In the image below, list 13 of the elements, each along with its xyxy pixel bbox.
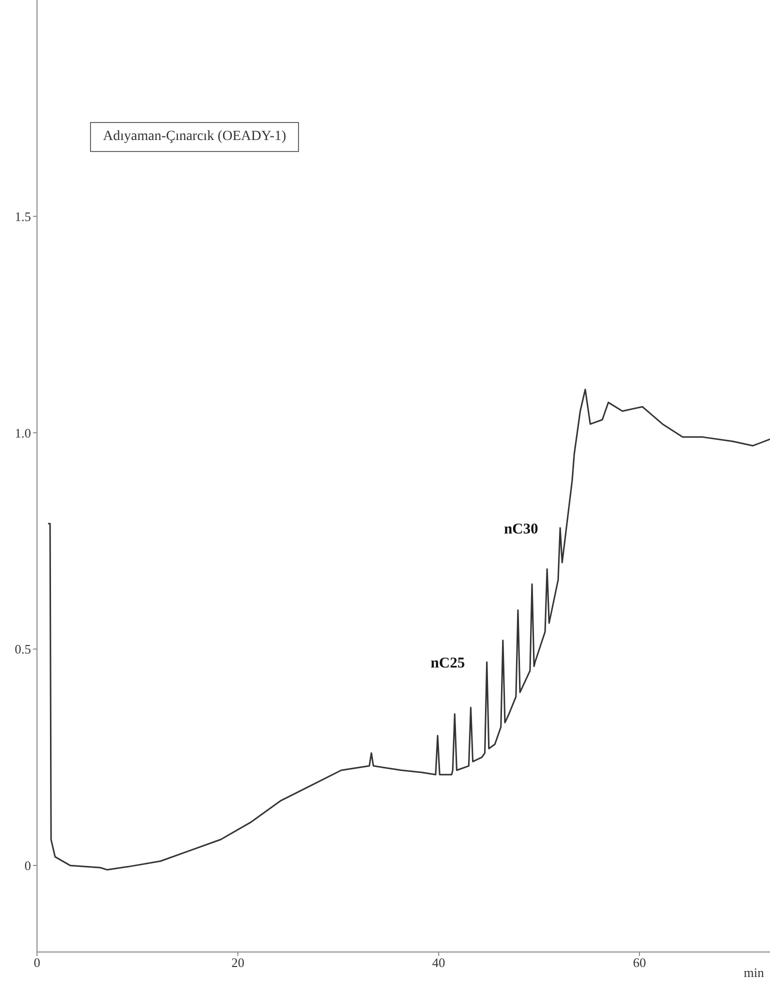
y-tick-label: 1.0 xyxy=(14,425,31,440)
y-tick-label: 1.5 xyxy=(14,208,31,224)
x-tick-label: 20 xyxy=(231,955,244,970)
y-tick-label: 0 xyxy=(24,858,31,874)
annotation: nC25 xyxy=(430,655,465,672)
x-axis-title: min xyxy=(744,965,764,980)
line-series xyxy=(47,388,770,871)
x-tick-label: 60 xyxy=(632,955,646,970)
annotation: nC30 xyxy=(504,521,538,538)
y-tick-label: 0.5 xyxy=(14,642,31,657)
text: Adıyaman-Çınarcık (OEADY-1) xyxy=(90,122,300,152)
x-tick-label: 40 xyxy=(432,955,446,970)
x-tick-label: 0 xyxy=(34,955,40,970)
